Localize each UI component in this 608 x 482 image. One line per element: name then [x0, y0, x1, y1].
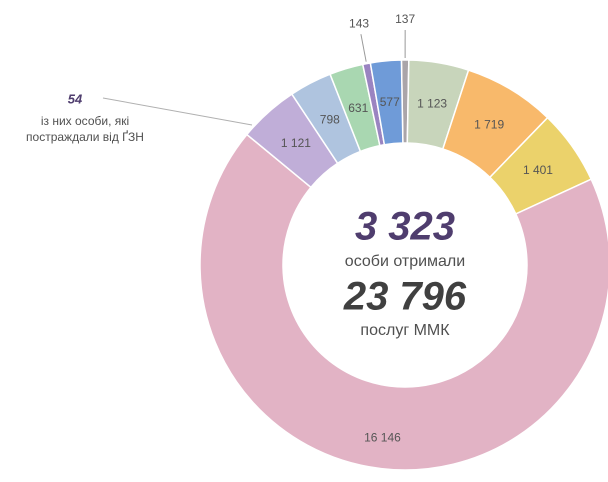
leader-line — [360, 34, 367, 62]
annotation-leader — [102, 97, 253, 126]
slice-label: 1 121 — [281, 136, 311, 150]
center-count-caption: особи отримали — [345, 253, 465, 270]
slice-label: 577 — [380, 95, 400, 109]
annotation-line: із них особи, які — [41, 114, 129, 128]
annotation-line: постраждали від ҐЗН — [26, 129, 144, 144]
slice-label: 143 — [349, 17, 369, 31]
slice-label: 137 — [395, 12, 415, 26]
slice-label: 1 123 — [417, 96, 447, 110]
slice-label: 631 — [348, 101, 368, 115]
slice-label: 1 719 — [474, 118, 504, 132]
slice-label: 798 — [320, 113, 340, 127]
annotation-value: 54 — [68, 91, 83, 106]
donut-hole — [283, 143, 527, 387]
center-count: 3 323 — [355, 205, 455, 249]
center-total-caption: послуг ММК — [360, 322, 450, 339]
slice-label: 16 146 — [364, 431, 401, 445]
slice-label: 1 401 — [523, 163, 553, 177]
labels: 137 1 123 1 719 1 401 16 146 1 121 798 631 143 57… — [281, 12, 553, 445]
center-total: 23 796 — [343, 275, 467, 319]
